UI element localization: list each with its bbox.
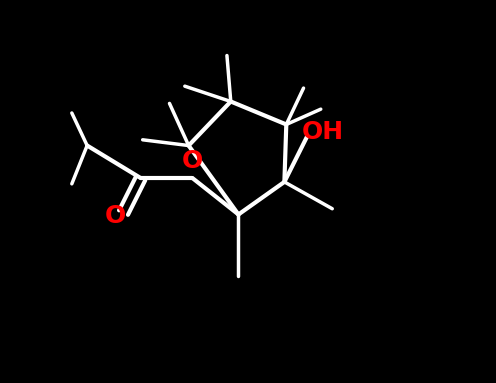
Text: OH: OH <box>302 120 344 144</box>
Text: O: O <box>182 149 203 173</box>
Text: O: O <box>105 205 126 228</box>
